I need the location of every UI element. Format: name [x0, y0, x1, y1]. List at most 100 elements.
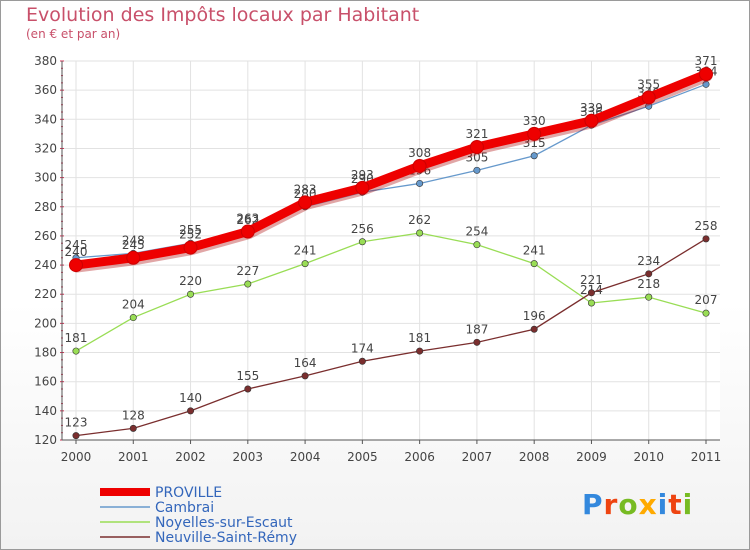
- data-point: [72, 432, 80, 440]
- data-point: [473, 338, 481, 346]
- data-point: [301, 260, 309, 268]
- data-point: [527, 126, 542, 141]
- data-point: [469, 140, 484, 155]
- y-tick-label: 380: [34, 54, 57, 68]
- x-tick-label: 2003: [233, 450, 264, 464]
- data-label: 371: [695, 54, 718, 68]
- data-point: [358, 357, 366, 365]
- data-label: 196: [523, 309, 546, 323]
- data-label: 240: [65, 245, 88, 259]
- x-tick-label: 2001: [118, 450, 149, 464]
- y-tick-label: 300: [34, 171, 57, 185]
- x-tick-label: 2009: [576, 450, 607, 464]
- data-point: [416, 229, 424, 237]
- data-label: 305: [465, 150, 488, 164]
- data-label: 339: [580, 101, 603, 115]
- data-label: 123: [65, 416, 88, 430]
- data-label: 187: [465, 322, 488, 336]
- data-point: [530, 152, 538, 160]
- x-tick-label: 2008: [519, 450, 550, 464]
- data-label: 204: [122, 298, 145, 312]
- data-point: [244, 280, 252, 288]
- data-label: 174: [351, 341, 374, 355]
- logo-letter: x: [638, 488, 658, 521]
- data-label: 245: [65, 238, 88, 252]
- data-point: [473, 166, 481, 174]
- y-tick-label: 120: [34, 433, 57, 447]
- data-label: 181: [65, 331, 88, 345]
- data-label: 245: [122, 238, 145, 252]
- data-label: 207: [695, 293, 718, 307]
- data-label: 293: [351, 168, 374, 182]
- data-label: 218: [637, 277, 660, 291]
- data-point: [355, 180, 370, 195]
- data-label: 220: [179, 274, 202, 288]
- data-point: [187, 290, 195, 298]
- data-label: 254: [465, 225, 488, 239]
- y-tick-label: 140: [34, 404, 57, 418]
- x-tick-label: 2005: [347, 450, 378, 464]
- data-point: [584, 113, 599, 128]
- legend-label-cambrai: Cambrai: [155, 500, 214, 516]
- data-point: [416, 179, 424, 187]
- y-tick-label: 320: [34, 141, 57, 155]
- data-point: [240, 224, 255, 239]
- legend-label-proville: PROVILLE: [155, 485, 222, 501]
- logo-letter: o: [618, 488, 639, 521]
- data-point: [587, 289, 595, 297]
- data-label: 252: [179, 228, 202, 242]
- x-tick-label: 2000: [61, 450, 92, 464]
- logo-letter: i: [657, 488, 669, 521]
- x-tick-label: 2004: [290, 450, 321, 464]
- data-label: 221: [580, 273, 603, 287]
- y-tick-label: 180: [34, 346, 57, 360]
- data-label: 227: [236, 264, 259, 278]
- series-noyelles-sur-escaut: 181204220227241256262254241214218207: [65, 213, 718, 355]
- data-point: [530, 325, 538, 333]
- data-point: [244, 385, 252, 393]
- x-tick-label: 2007: [462, 450, 493, 464]
- logo-letter: t: [668, 488, 683, 521]
- data-label: 262: [236, 213, 259, 227]
- chart-subtitle: (en € et par an): [26, 27, 121, 41]
- legend-label-noyelles-sur-escaut: Noyelles-sur-Escaut: [155, 515, 293, 531]
- data-label: 128: [122, 408, 145, 422]
- data-point: [645, 270, 653, 278]
- data-label: 321: [465, 127, 488, 141]
- data-label: 155: [236, 369, 259, 383]
- data-point: [358, 238, 366, 246]
- proxiti-logo: Proxiti: [582, 488, 693, 521]
- logo-letter: P: [582, 488, 604, 521]
- data-point: [298, 195, 313, 210]
- data-point: [530, 260, 538, 268]
- data-point: [412, 158, 427, 173]
- data-label: 263: [236, 212, 259, 226]
- data-label: 255: [179, 223, 202, 237]
- y-tick-label: 340: [34, 112, 57, 126]
- data-label: 283: [294, 182, 317, 196]
- data-point: [645, 293, 653, 301]
- data-label: 241: [294, 244, 317, 258]
- x-tick-label: 2002: [175, 450, 206, 464]
- data-point: [702, 235, 710, 243]
- data-point: [702, 80, 710, 88]
- data-point: [641, 90, 656, 105]
- data-point: [183, 240, 198, 255]
- series-line: [75, 238, 707, 437]
- y-tick-label: 360: [34, 83, 57, 97]
- logo-letter: r: [603, 488, 619, 521]
- data-label: 355: [637, 77, 660, 91]
- data-point: [473, 241, 481, 249]
- legend-label-neuville-saint-r-my: Neuville-Saint-Rémy: [155, 530, 297, 546]
- data-label: 330: [523, 114, 546, 128]
- data-label: 258: [695, 219, 718, 233]
- data-point: [72, 347, 80, 355]
- data-label: 248: [122, 233, 145, 247]
- data-label: 234: [637, 254, 660, 268]
- series-line: [71, 69, 711, 270]
- y-tick-label: 260: [34, 229, 57, 243]
- data-point: [129, 314, 137, 322]
- x-tick-label: 2006: [404, 450, 435, 464]
